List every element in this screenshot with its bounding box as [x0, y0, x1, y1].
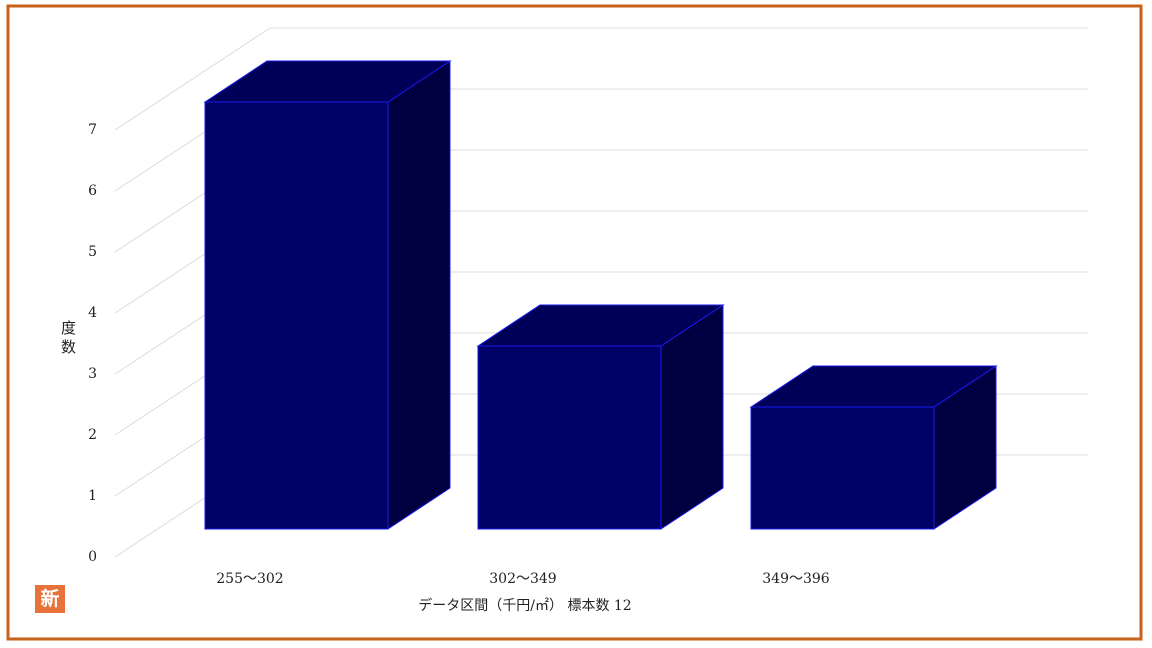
y-tick-label: 3 — [88, 366, 97, 382]
badge-bg — [35, 585, 65, 613]
frame — [6, 4, 1143, 641]
y-tick-label: 4 — [88, 305, 97, 321]
bar-side — [387, 60, 451, 530]
x-tick-label: 302～349 — [489, 571, 556, 587]
y-tick-label: 7 — [88, 122, 97, 138]
x-axis-label: データ区間（千円/㎡） 標本数 12 — [418, 597, 631, 614]
y-tick-label: 5 — [88, 244, 97, 260]
y-axis-label: 度数 — [59, 320, 77, 358]
badge: 新 — [40, 587, 59, 610]
y-tick-label: 0 — [88, 549, 97, 565]
y-tick-label: 6 — [88, 183, 97, 199]
bar — [477, 345, 662, 530]
bar — [750, 406, 935, 530]
grid-diagonal — [114, 27, 271, 131]
y-tick-label: 1 — [88, 488, 97, 504]
x-tick-label: 255～302 — [216, 571, 283, 587]
x-tick-label: 349～396 — [762, 571, 830, 587]
y-tick-label: 2 — [88, 427, 97, 443]
bar — [204, 101, 389, 530]
